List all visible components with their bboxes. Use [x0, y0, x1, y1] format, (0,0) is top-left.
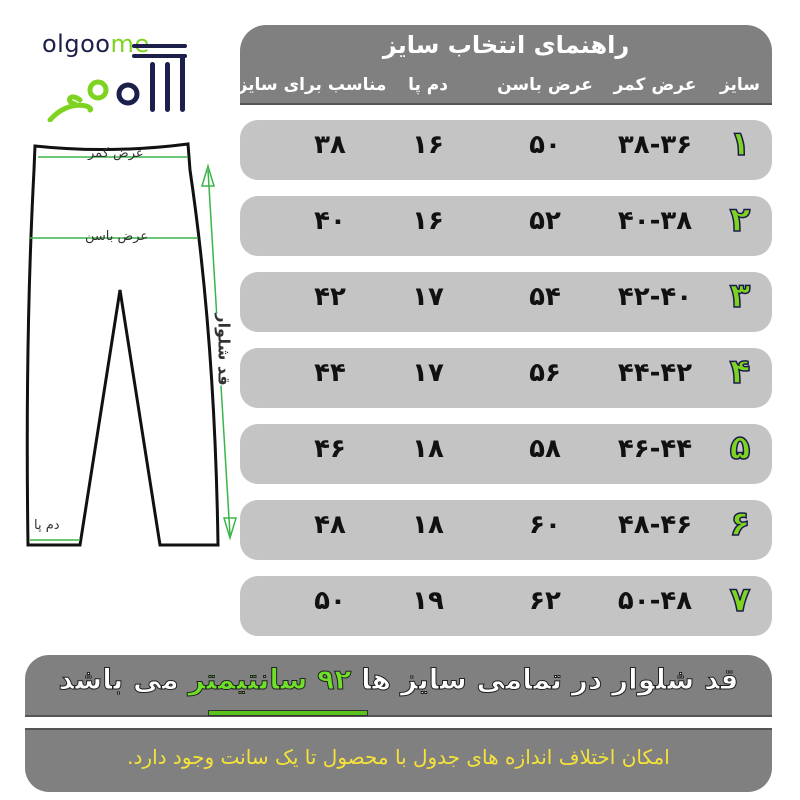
fit-value: ۵۰ [314, 586, 346, 616]
highlight-underline [208, 710, 368, 716]
length-note-banner: قد شلوار در تمامی سایز ها ۹۲ سانتیمتر می… [25, 655, 772, 717]
hem-label: دم پا [34, 518, 60, 533]
waist-value: ۳۸-۳۶ [617, 130, 693, 160]
waist-value: ۴۶-۴۴ [617, 434, 693, 464]
fit-value: ۴۸ [314, 510, 346, 540]
hip-value: ۶۰ [529, 510, 561, 540]
size-value: ۵ [729, 427, 751, 469]
logo-persian-mark [47, 44, 187, 122]
length-label: قد شلوار [214, 313, 234, 386]
hip-label: عرض باسن [85, 229, 149, 244]
table-row: ۵ ۴۶-۴۴ ۵۸ ۱۸ ۴۶ [240, 424, 772, 484]
column-waist: عرض کمر [613, 75, 697, 95]
hip-value: ۵۲ [529, 206, 561, 236]
waist-value: ۴۸-۴۶ [617, 510, 693, 540]
fit-value: ۳۸ [314, 130, 346, 160]
size-value: ۲ [729, 199, 751, 241]
hem-value: ۱۸ [412, 510, 444, 540]
fit-value: ۴۰ [314, 206, 346, 236]
size-value: ۱ [729, 123, 751, 165]
size-value: ۴ [729, 351, 751, 393]
fit-value: ۴۲ [314, 282, 346, 312]
waist-value: ۵۰-۴۸ [617, 586, 693, 616]
tolerance-banner: امکان اختلاف اندازه های جدول با محصول تا… [25, 728, 772, 792]
hem-value: ۱۶ [412, 130, 444, 160]
waist-value: ۴۰-۳۸ [617, 206, 693, 236]
note-text: قد شلوار در تمامی سایز ها [361, 663, 739, 697]
table-header: راهنمای انتخاب سایز سایز عرض کمر عرض باس… [237, 25, 772, 105]
size-value: ۶ [729, 503, 751, 545]
fit-value: ۴۴ [314, 358, 346, 388]
hip-value: ۵۶ [529, 358, 561, 388]
trousers-diagram [25, 142, 238, 547]
size-value: ۳ [729, 275, 751, 317]
table-title: راهنمای انتخاب سایز [382, 31, 630, 59]
size-value: ۷ [729, 579, 751, 621]
table-row: ۱ ۳۸-۳۶ ۵۰ ۱۶ ۳۸ [240, 120, 772, 180]
hem-value: ۱۸ [412, 434, 444, 464]
hem-value: ۱۶ [412, 206, 444, 236]
column-hem: دم پا [408, 75, 448, 95]
waist-value: ۴۴-۴۲ [617, 358, 693, 388]
column-hip: عرض باسن [497, 75, 593, 95]
hip-value: ۵۸ [529, 434, 561, 464]
column-fit: مناسب برای سایز [237, 75, 387, 95]
logo-part: olgoo [42, 30, 111, 58]
table-row: ۷ ۵۰-۴۸ ۶۲ ۱۹ ۵۰ [240, 576, 772, 636]
hem-value: ۱۷ [412, 358, 444, 388]
length-value: ۹۲ [317, 663, 352, 697]
table-row: ۶ ۴۸-۴۶ ۶۰ ۱۸ ۴۸ [240, 500, 772, 560]
length-unit: سانتیمتر [188, 663, 308, 697]
hip-value: ۶۲ [529, 586, 561, 616]
waist-value: ۴۲-۴۰ [617, 282, 693, 312]
hip-value: ۵۴ [529, 282, 561, 312]
table-row: ۴ ۴۴-۴۲ ۵۶ ۱۷ ۴۴ [240, 348, 772, 408]
note-text: می باشد [58, 663, 179, 697]
tolerance-note: امکان اختلاف اندازه های جدول با محصول تا… [127, 745, 670, 769]
hip-value: ۵۰ [529, 130, 561, 160]
hem-value: ۱۷ [412, 282, 444, 312]
table-row: ۳ ۴۲-۴۰ ۵۴ ۱۷ ۴۲ [240, 272, 772, 332]
table-row: ۲ ۴۰-۳۸ ۵۲ ۱۶ ۴۰ [240, 196, 772, 256]
length-note: قد شلوار در تمامی سایز ها ۹۲ سانتیمتر می… [25, 663, 772, 697]
hem-value: ۱۹ [412, 586, 444, 616]
column-size: سایز [719, 75, 761, 95]
waist-label: عرض کمر [88, 146, 144, 161]
fit-value: ۴۶ [314, 434, 346, 464]
